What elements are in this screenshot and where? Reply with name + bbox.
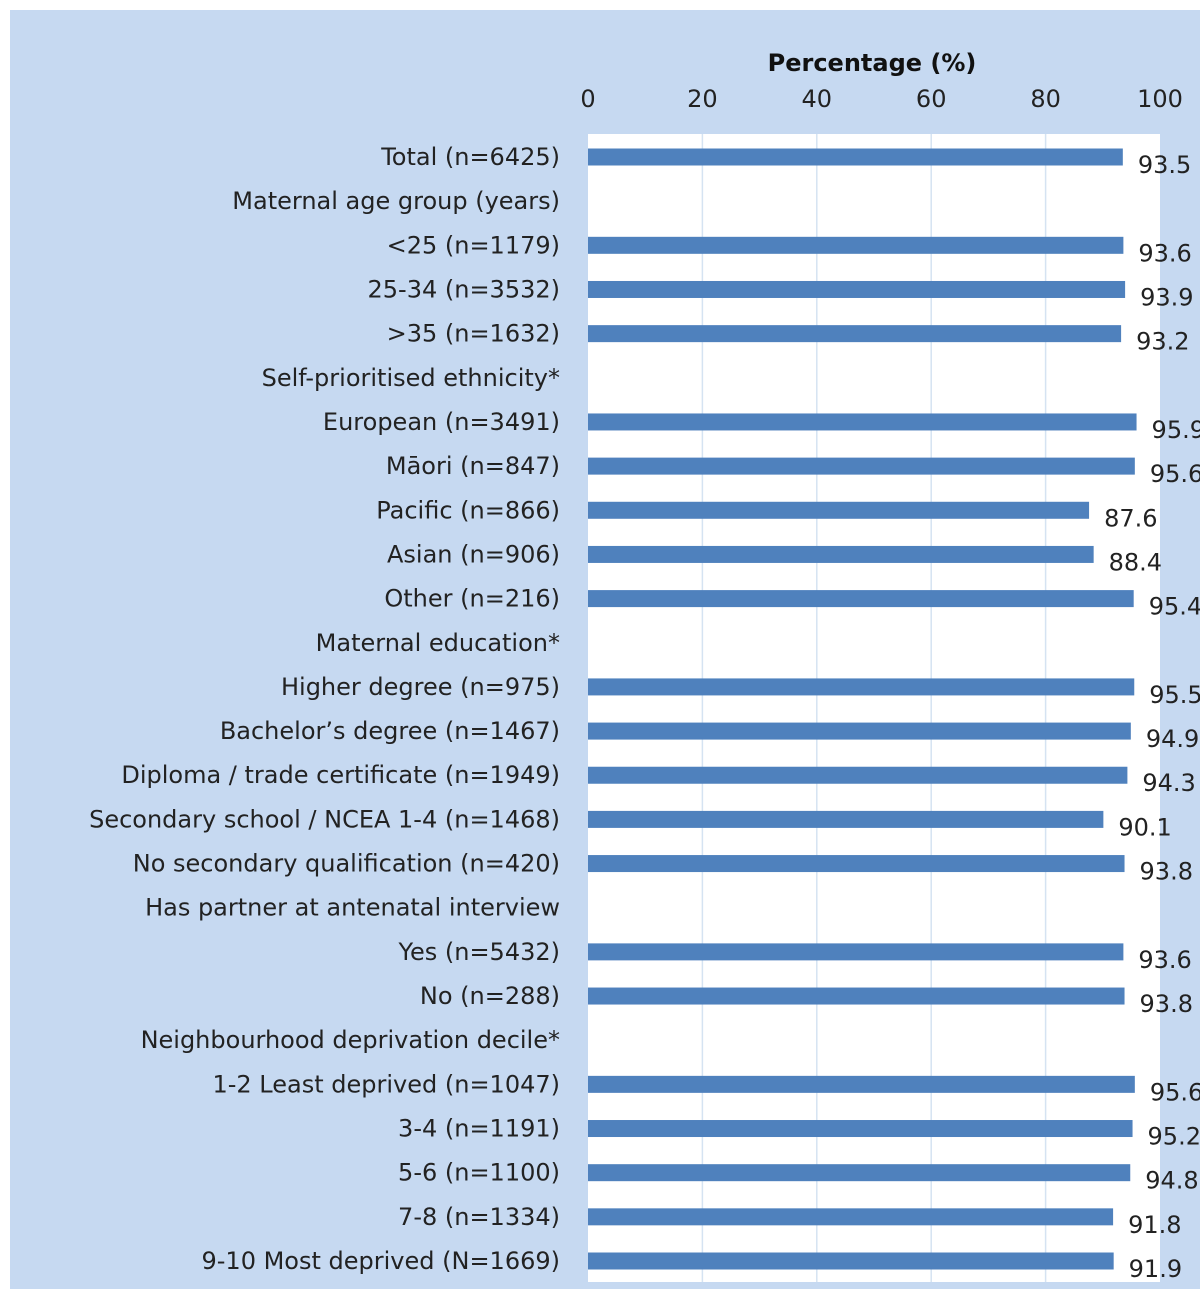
category-label: 5-6 (n=1100) — [398, 1159, 560, 1187]
data-label: 87.6 — [1104, 504, 1157, 532]
x-tick-label: 100 — [1137, 85, 1183, 113]
category-label: 3-4 (n=1191) — [398, 1115, 560, 1143]
data-label: 90.1 — [1118, 813, 1171, 841]
category-label: Asian (n=906) — [387, 540, 560, 568]
x-tick-label: 60 — [916, 85, 947, 113]
bar — [588, 1208, 1114, 1226]
category-label: >35 (n=1632) — [387, 320, 560, 348]
bar — [588, 1075, 1135, 1093]
category-label: Yes (n=5432) — [398, 938, 561, 966]
category-label: Māori (n=847) — [386, 452, 560, 480]
data-label: 88.4 — [1109, 548, 1162, 576]
bar — [588, 1164, 1131, 1182]
category-label: Pacific (n=866) — [376, 496, 560, 524]
value-labels: 93.5 93.6 93.9 93.2 95.9 95.6 87.6 88.4 95.4 95.5… — [1104, 151, 1200, 1283]
category-label: Higher degree (n=975) — [281, 673, 560, 701]
data-label: 93.8 — [1140, 858, 1193, 886]
category-label: European (n=3491) — [323, 408, 560, 436]
group-heading: Maternal education* — [316, 629, 560, 657]
bar — [588, 810, 1104, 828]
x-tick-label: 80 — [1030, 85, 1061, 113]
category-label: No (n=288) — [420, 982, 560, 1010]
bar — [588, 148, 1123, 166]
group-heading: Maternal age group (years) — [232, 187, 560, 215]
data-label: 93.8 — [1140, 990, 1193, 1018]
category-label: Total (n=6425) — [380, 143, 560, 171]
bar — [588, 722, 1131, 740]
bar — [588, 413, 1137, 431]
group-heading: Has partner at antenatal interview — [145, 894, 560, 922]
bar — [588, 590, 1134, 608]
data-label: 91.8 — [1128, 1211, 1181, 1239]
plot-area — [588, 134, 1160, 1282]
bar — [588, 1120, 1133, 1138]
bars — [588, 148, 1137, 1270]
bar — [588, 501, 1090, 519]
data-label: 95.6 — [1150, 460, 1200, 488]
bar — [588, 943, 1124, 961]
category-label: No secondary qualification (n=420) — [133, 850, 560, 878]
category-label: 9-10 Most deprived (N=1669) — [202, 1247, 561, 1275]
category-label: Bachelor’s degree (n=1467) — [220, 717, 560, 745]
data-label: 91.9 — [1129, 1255, 1182, 1283]
category-label: 25-34 (n=3532) — [368, 275, 561, 303]
x-axis-title: Percentage (%) — [768, 49, 977, 77]
category-label: 7-8 (n=1334) — [398, 1203, 560, 1231]
data-label: 95.2 — [1148, 1123, 1200, 1151]
data-label: 95.6 — [1150, 1078, 1200, 1106]
bar — [588, 678, 1135, 696]
bar — [588, 987, 1125, 1005]
bar — [588, 457, 1135, 475]
data-label: 94.9 — [1146, 725, 1199, 753]
data-label: 95.5 — [1149, 681, 1200, 709]
group-heading: Neighbourhood deprivation decile* — [141, 1026, 560, 1054]
bar — [588, 1252, 1114, 1270]
data-label: 94.3 — [1142, 769, 1195, 797]
data-label: 93.5 — [1138, 151, 1191, 179]
data-label: 93.2 — [1136, 328, 1189, 356]
bar — [588, 855, 1125, 873]
bar — [588, 545, 1094, 563]
category-label: Diploma / trade certificate (n=1949) — [121, 761, 560, 789]
bar — [588, 236, 1124, 254]
data-label: 95.9 — [1152, 416, 1200, 444]
data-label: 94.8 — [1145, 1167, 1198, 1195]
category-label: <25 (n=1179) — [387, 231, 560, 259]
x-tick-labels: 0 20 40 60 80 100 — [580, 85, 1183, 113]
x-tick-label: 40 — [802, 85, 833, 113]
bar — [588, 325, 1122, 343]
category-label: 1-2 Least deprived (n=1047) — [212, 1070, 560, 1098]
data-label: 93.6 — [1138, 239, 1191, 267]
data-label: 93.6 — [1138, 946, 1191, 974]
x-tick-label: 20 — [687, 85, 718, 113]
category-labels: Total (n=6425) Maternal age group (years)… — [89, 143, 560, 1275]
bar — [588, 766, 1128, 784]
category-label: Secondary school / NCEA 1-4 (n=1468) — [89, 805, 560, 833]
data-label: 95.4 — [1149, 593, 1200, 621]
group-heading: Self-prioritised ethnicity* — [262, 364, 560, 392]
data-label: 93.9 — [1140, 283, 1193, 311]
category-label: Other (n=216) — [384, 585, 560, 613]
x-tick-label: 0 — [580, 85, 595, 113]
bar — [588, 280, 1126, 298]
